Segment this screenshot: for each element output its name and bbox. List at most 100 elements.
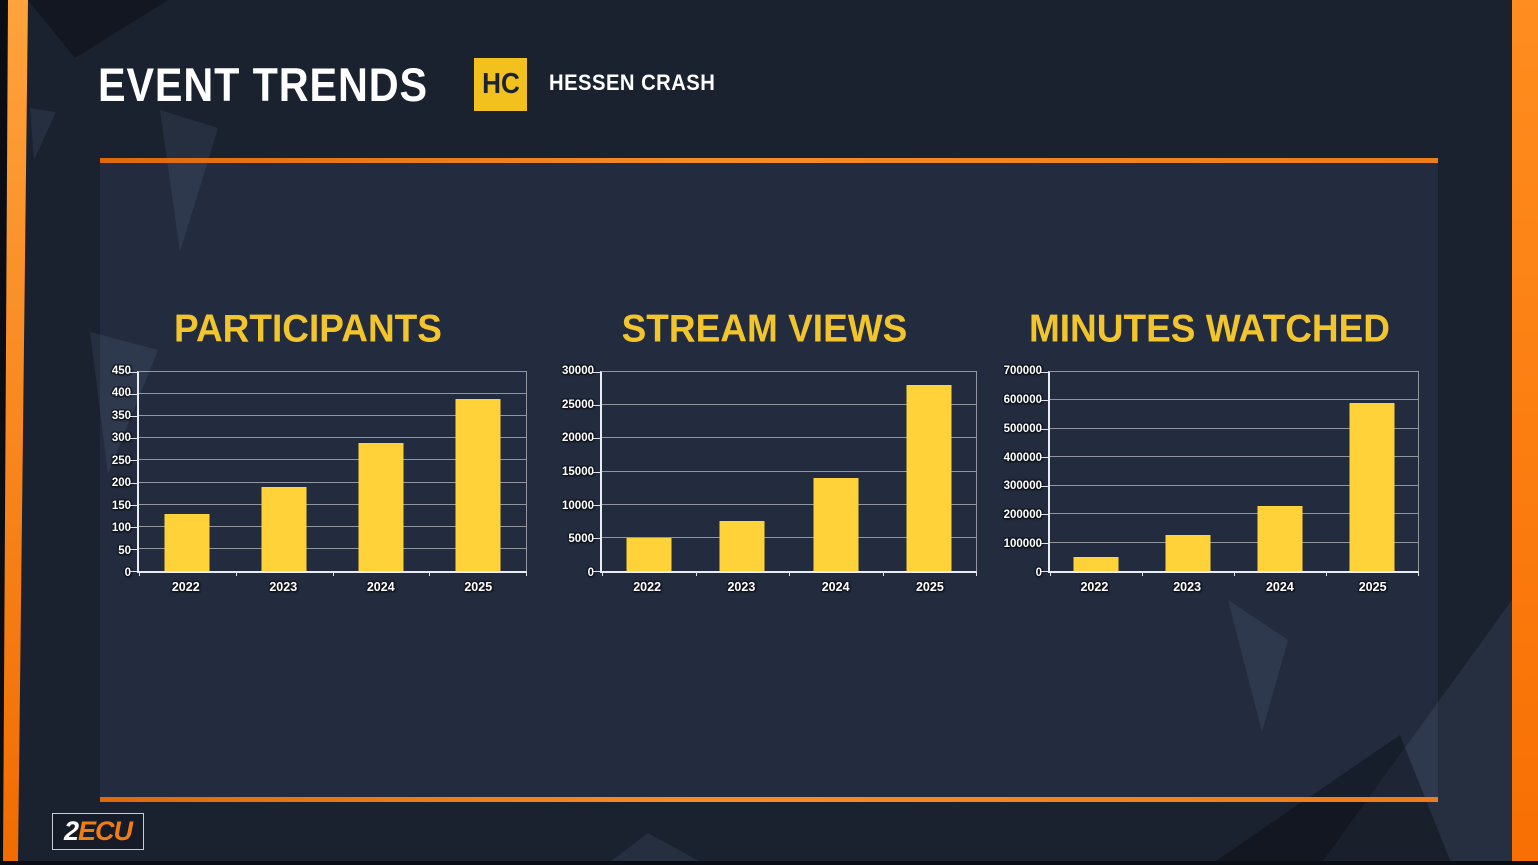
x-axis-tick [526, 571, 527, 576]
y-axis-labels: 30000 25000 20000 15000 10000 5000 0 [552, 365, 600, 579]
chart-participants: PARTICIPANTS 450 400 350 300 250 200 150 100 50 0… [89, 307, 527, 594]
y-axis-tick [593, 537, 600, 539]
x-axis-tick-label: 2023 [727, 580, 756, 594]
bar-2022 [164, 513, 210, 571]
y-axis-tick-label: 20000 [562, 432, 594, 445]
x-axis-tick-label: 2022 [633, 580, 662, 594]
x-axis-tick [1142, 571, 1143, 576]
chart-stream-views: STREAM VIEWS 30000 25000 20000 15000 10000 50… [552, 307, 977, 594]
bar-2024 [1257, 505, 1303, 571]
gridline [139, 459, 526, 461]
bottom-edge-strip [0, 861, 1538, 865]
y-axis-tick [593, 405, 600, 407]
bar-2022 [1073, 556, 1119, 571]
y-axis-tick-label: 30000 [562, 365, 594, 377]
main-panel [100, 163, 1438, 797]
right-accent-bar [1512, 0, 1538, 861]
y-axis-tick [130, 571, 137, 572]
gridline [139, 547, 526, 549]
plot-area [1041, 371, 1419, 576]
x-axis-tick [429, 571, 431, 576]
y-axis-tick [130, 548, 137, 550]
gridline [139, 503, 526, 505]
bar-2025 [455, 398, 501, 571]
event-badge-label: HC [481, 68, 520, 100]
y-axis-tick-label: 600000 [1003, 393, 1042, 406]
gridline [1050, 484, 1418, 486]
bar-2024 [813, 478, 859, 571]
bottom-divider-line [100, 797, 1438, 802]
y-axis-tick-label: 200 [111, 477, 131, 490]
plot-area [130, 371, 527, 576]
y-axis-tick-label: 500000 [1003, 422, 1042, 435]
chart-body: 450 400 350 300 250 200 150 100 50 0 [89, 365, 527, 579]
y-axis-tick [130, 394, 137, 396]
gridline [1050, 513, 1418, 515]
x-axis-tick-label: 2022 [1080, 580, 1109, 594]
y-axis-tick-label: 350 [111, 409, 131, 422]
y-axis-tick [593, 372, 600, 373]
x-axis-tick [789, 571, 790, 576]
x-axis-tick [882, 571, 884, 576]
x-axis-tick [1234, 571, 1235, 576]
y-axis-tick-label: 10000 [562, 499, 594, 512]
y-axis-tick-label: 100 [111, 522, 131, 535]
bar-2025 [1349, 403, 1395, 571]
y-axis-tick [1041, 571, 1048, 572]
chart-title: PARTICIPANTS [174, 307, 442, 350]
y-axis-tick-label: 700000 [1003, 365, 1042, 377]
y-axis-tick-label: 250 [111, 454, 131, 467]
bar-2025 [906, 385, 952, 571]
x-axis-labels: 2022 2023 2024 2025 [1048, 580, 1419, 594]
page-title: EVENT TRENDS [98, 58, 428, 111]
footer-logo-prefix: 2 [63, 816, 79, 846]
y-axis-tick-label: 100000 [1003, 538, 1042, 551]
x-axis-tick [695, 571, 697, 576]
x-axis-tick-label: 2022 [171, 580, 200, 594]
top-divider-line [100, 158, 1438, 163]
x-axis-tick-label: 2025 [464, 580, 493, 594]
gridline [1050, 399, 1418, 401]
x-axis-tick [1326, 571, 1327, 576]
footer-logo-suffix: ECU [78, 816, 133, 846]
y-axis-tick [1041, 457, 1048, 459]
event-name: HESSEN CRASH [549, 70, 716, 95]
y-axis-tick [593, 438, 600, 440]
chart-title: STREAM VIEWS [621, 307, 908, 350]
y-axis-tick-label: 0 [124, 567, 131, 579]
x-axis-tick-label: 2024 [821, 580, 850, 594]
y-axis-tick [1041, 542, 1048, 544]
footer-logo: 2ECU [52, 813, 144, 850]
y-axis-tick [593, 571, 600, 572]
chart-title: MINUTES WATCHED [1028, 307, 1391, 350]
x-axis-tick [332, 571, 334, 576]
y-axis-tick-label: 400000 [1003, 451, 1042, 464]
gridline [602, 536, 976, 538]
bar-2023 [261, 486, 307, 571]
chart-body: 30000 25000 20000 15000 10000 5000 0 [552, 365, 977, 579]
y-axis-tick-label: 25000 [562, 398, 594, 411]
x-axis-tick-label: 2023 [1173, 580, 1202, 594]
y-axis-tick-label: 5000 [568, 533, 594, 546]
gridline [602, 404, 976, 406]
gridline [1050, 456, 1418, 458]
x-axis-tick [976, 571, 977, 576]
bar-2023 [1165, 535, 1211, 571]
x-axis-tick-label: 2025 [915, 580, 944, 594]
y-axis-labels: 450 400 350 300 250 200 150 100 50 0 [89, 365, 137, 579]
y-axis-tick [593, 471, 600, 473]
y-axis-tick [130, 460, 137, 462]
bar-2022 [626, 537, 672, 571]
y-axis-tick-label: 0 [1035, 567, 1042, 579]
gridline [1050, 541, 1418, 543]
gridline [1050, 427, 1418, 429]
x-axis-tick [602, 571, 603, 576]
footer-logo-text: 2ECU [63, 816, 133, 847]
gridline [139, 481, 526, 483]
y-axis-tick [1041, 485, 1048, 487]
gridline [602, 470, 976, 472]
left-edge-strip [0, 0, 9, 865]
x-axis-tick [1050, 571, 1051, 576]
y-axis-tick [1041, 514, 1048, 516]
